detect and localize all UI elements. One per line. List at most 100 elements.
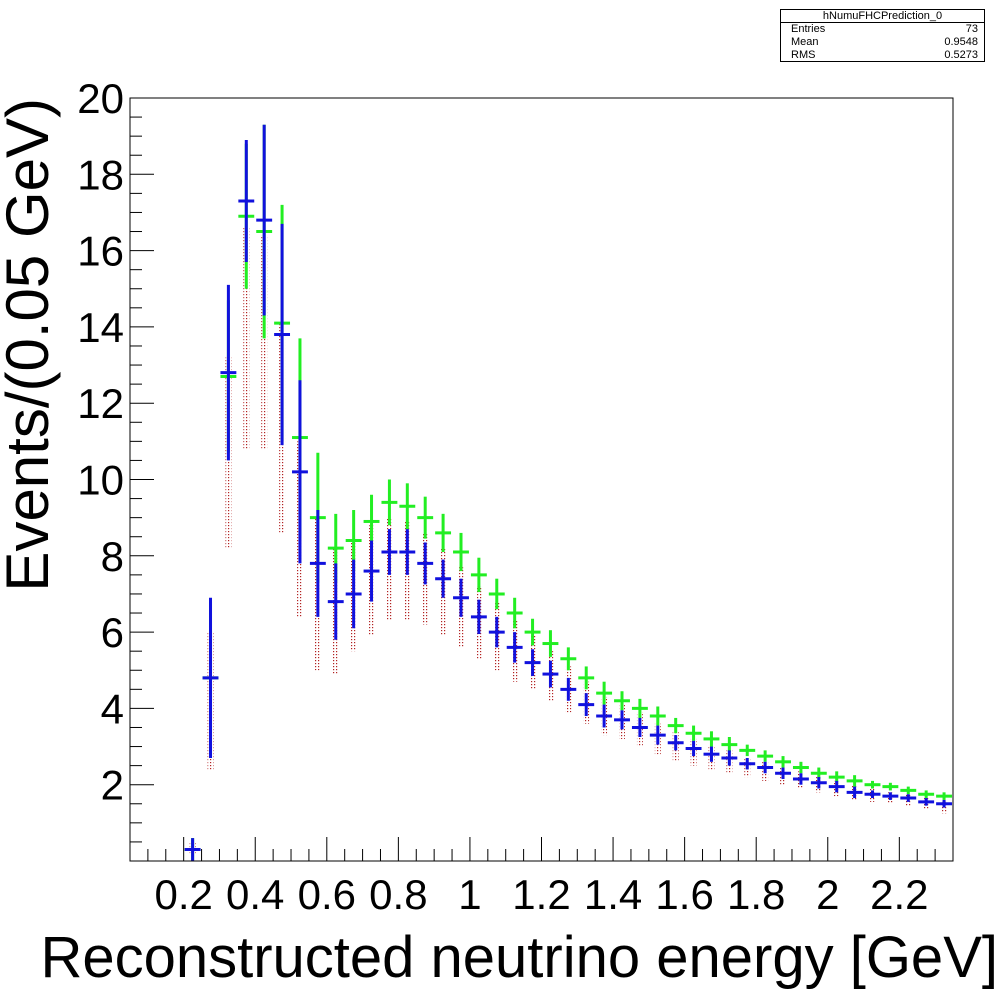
stats-value-entries: 73 bbox=[965, 23, 978, 35]
blue-data-point bbox=[828, 780, 845, 793]
blue-data-point bbox=[864, 790, 881, 799]
blue-data-point bbox=[381, 529, 398, 575]
blue-data-point bbox=[775, 767, 791, 779]
green-data-point bbox=[918, 790, 935, 799]
stats-row-rms: RMS 0.5273 bbox=[781, 49, 984, 62]
green-data-point bbox=[792, 761, 809, 774]
green-data-point bbox=[488, 578, 505, 610]
x-axis-ticks bbox=[147, 837, 954, 861]
stats-row-entries: Entries 73 bbox=[781, 23, 984, 36]
blue-data-point bbox=[542, 660, 559, 688]
y-tick-label: 16 bbox=[77, 228, 124, 275]
blue-data-point bbox=[685, 740, 702, 757]
green-data-point bbox=[542, 630, 559, 657]
x-tick-label: 0.8 bbox=[369, 871, 427, 918]
green-data-point bbox=[596, 681, 613, 705]
plot-frame bbox=[129, 97, 954, 862]
y-axis-ticks bbox=[130, 97, 154, 843]
green-data-point bbox=[399, 483, 416, 530]
blue-data-point bbox=[363, 540, 380, 602]
blue-data-point bbox=[435, 559, 452, 598]
blue-data-point bbox=[936, 799, 952, 808]
green-data-point bbox=[882, 782, 899, 791]
blue-data-point bbox=[309, 510, 326, 617]
x-tick-label: 0.4 bbox=[226, 871, 284, 918]
green-data-point bbox=[435, 513, 452, 552]
blue-data-point bbox=[631, 717, 648, 738]
green-data-point bbox=[560, 647, 577, 671]
blue-data-point bbox=[238, 139, 255, 263]
green-data-point bbox=[363, 494, 380, 549]
x-tick-label: 1.8 bbox=[727, 871, 785, 918]
y-tick-labels: 2 4 6 8 10 12 14 16 18 20 bbox=[77, 75, 124, 809]
blue-data-point bbox=[667, 735, 684, 751]
uncertainty-band-bin bbox=[261, 235, 268, 449]
green-data-point bbox=[775, 756, 791, 768]
green-data-point bbox=[667, 717, 684, 734]
green-data-point bbox=[739, 744, 756, 757]
blue-data-point bbox=[900, 794, 917, 802]
blue-data-point bbox=[524, 649, 541, 676]
y-tick-label: 14 bbox=[77, 304, 124, 351]
x-tick-label: 1.6 bbox=[655, 871, 713, 918]
blue-data-point bbox=[560, 677, 577, 701]
blue-data-point bbox=[614, 710, 630, 730]
x-tick-labels: 0.2 0.4 0.6 0.8 1 1.2 1.4 1.6 1.8 2 2.2 bbox=[154, 871, 928, 918]
green-data-point bbox=[864, 780, 881, 789]
green-data-point bbox=[846, 775, 863, 787]
x-tick-label: 1.2 bbox=[512, 871, 570, 918]
stats-label-mean: Mean bbox=[791, 36, 819, 48]
y-tick-label: 6 bbox=[101, 609, 124, 656]
x-tick-label: 0.6 bbox=[298, 871, 356, 918]
blue-data-point bbox=[649, 725, 666, 745]
blue-series bbox=[184, 124, 952, 861]
blue-data-point bbox=[274, 223, 291, 446]
blue-data-point bbox=[703, 746, 720, 762]
stats-title: hNumuFHCPrediction_0 bbox=[781, 10, 984, 23]
blue-data-point bbox=[882, 792, 899, 800]
blue-data-point bbox=[792, 773, 809, 785]
green-data-point bbox=[900, 786, 917, 795]
y-tick-label: 20 bbox=[77, 75, 124, 122]
blue-data-point bbox=[327, 563, 344, 640]
blue-data-point bbox=[739, 757, 756, 770]
stats-label-entries: Entries bbox=[791, 23, 826, 35]
blue-data-point bbox=[757, 761, 774, 774]
y-tick-label: 4 bbox=[101, 685, 124, 732]
blue-data-point bbox=[918, 798, 935, 806]
blue-data-point bbox=[721, 750, 738, 766]
green-data-point bbox=[614, 691, 630, 711]
blue-data-point bbox=[846, 786, 863, 799]
green-data-point bbox=[578, 666, 595, 690]
y-tick-label: 8 bbox=[101, 533, 124, 580]
x-tick-label: 2.2 bbox=[870, 871, 928, 918]
blue-data-point bbox=[184, 838, 201, 861]
blue-data-point bbox=[292, 380, 308, 564]
blue-data-point bbox=[256, 124, 273, 316]
y-tick-label: 18 bbox=[77, 151, 124, 198]
blue-data-point bbox=[596, 704, 613, 728]
green-data-point bbox=[381, 479, 398, 526]
blue-data-point bbox=[488, 616, 505, 648]
blue-data-point bbox=[202, 597, 219, 758]
stats-row-mean: Mean 0.9548 bbox=[781, 36, 984, 49]
y-tick-label: 12 bbox=[77, 380, 124, 427]
green-data-point bbox=[757, 750, 774, 762]
stats-value-mean: 0.9548 bbox=[944, 36, 978, 48]
green-data-point bbox=[721, 737, 738, 753]
band-layer bbox=[189, 227, 947, 854]
y-tick-label: 2 bbox=[101, 762, 124, 809]
x-tick-label: 2 bbox=[816, 871, 839, 918]
blue-data-point bbox=[578, 693, 595, 717]
blue-data-point bbox=[220, 284, 237, 461]
green-data-point bbox=[453, 532, 469, 572]
blue-data-point bbox=[417, 542, 434, 585]
blue-data-point bbox=[470, 599, 487, 635]
blue-data-point bbox=[506, 632, 523, 663]
green-data-point bbox=[506, 597, 523, 629]
y-axis-title: Events/(0.05 GeV) bbox=[0, 98, 61, 592]
blue-data-point bbox=[453, 578, 469, 617]
green-data-point bbox=[524, 618, 541, 646]
x-tick-label: 1.4 bbox=[584, 871, 642, 918]
